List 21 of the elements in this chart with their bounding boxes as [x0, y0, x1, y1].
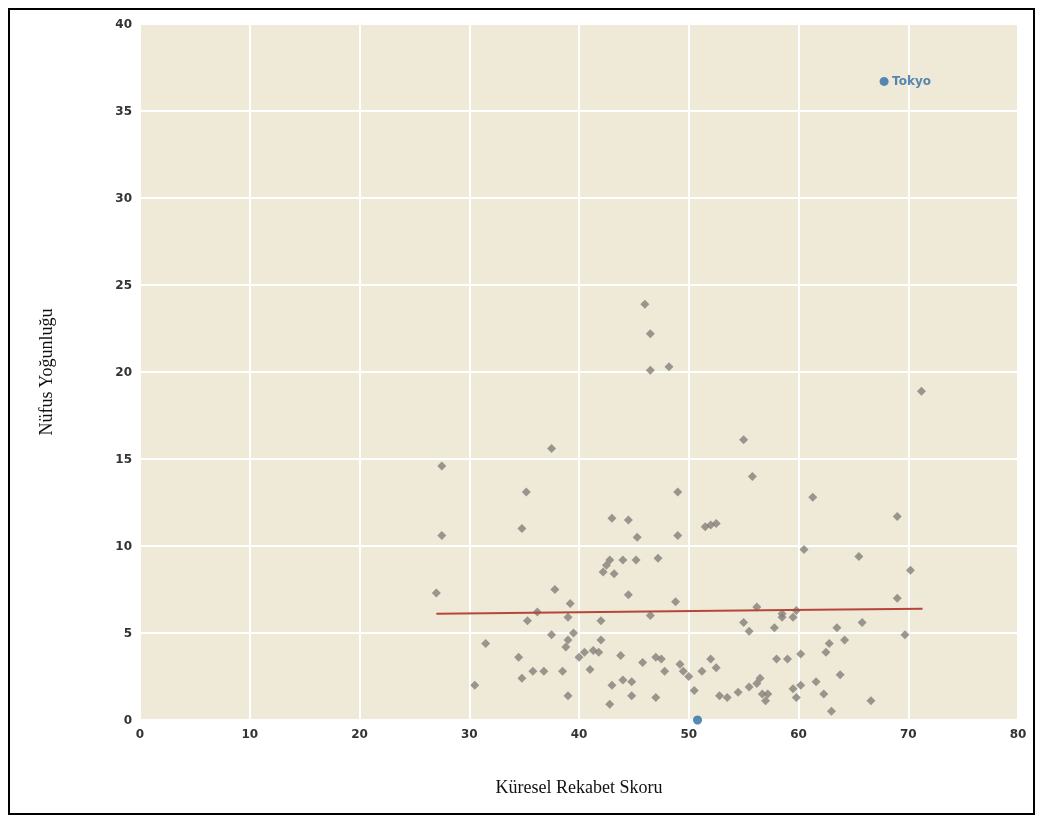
- x-tick-label: 80: [1009, 727, 1027, 741]
- y-tick-label: 35: [115, 104, 132, 118]
- y-tick-label: 10: [115, 539, 132, 553]
- x-tick-label: 70: [899, 727, 917, 741]
- y-tick-label: 25: [115, 278, 132, 292]
- x-tick-label: 10: [241, 727, 259, 741]
- y-axis-title: Nüfus Yoğunluğu: [36, 308, 56, 436]
- x-tick-label: 40: [570, 727, 588, 741]
- y-tick-label: 40: [115, 17, 132, 31]
- x-tick-label: 30: [460, 727, 478, 741]
- x-tick-label: 20: [351, 727, 368, 741]
- x-tick-label: 50: [680, 727, 698, 741]
- y-tick-label: 0: [123, 713, 132, 727]
- y-tick-label: 5: [123, 626, 132, 640]
- x-axis-title: Küresel Rekabet Skoru: [495, 777, 663, 797]
- x-tick-label: 0: [135, 727, 145, 741]
- x-tick-label: 60: [790, 727, 807, 741]
- annotation: Tokyo: [892, 74, 931, 89]
- y-tick-label: 15: [115, 452, 132, 466]
- y-tick-label: 30: [115, 191, 132, 205]
- y-tick-label: 20: [115, 365, 132, 379]
